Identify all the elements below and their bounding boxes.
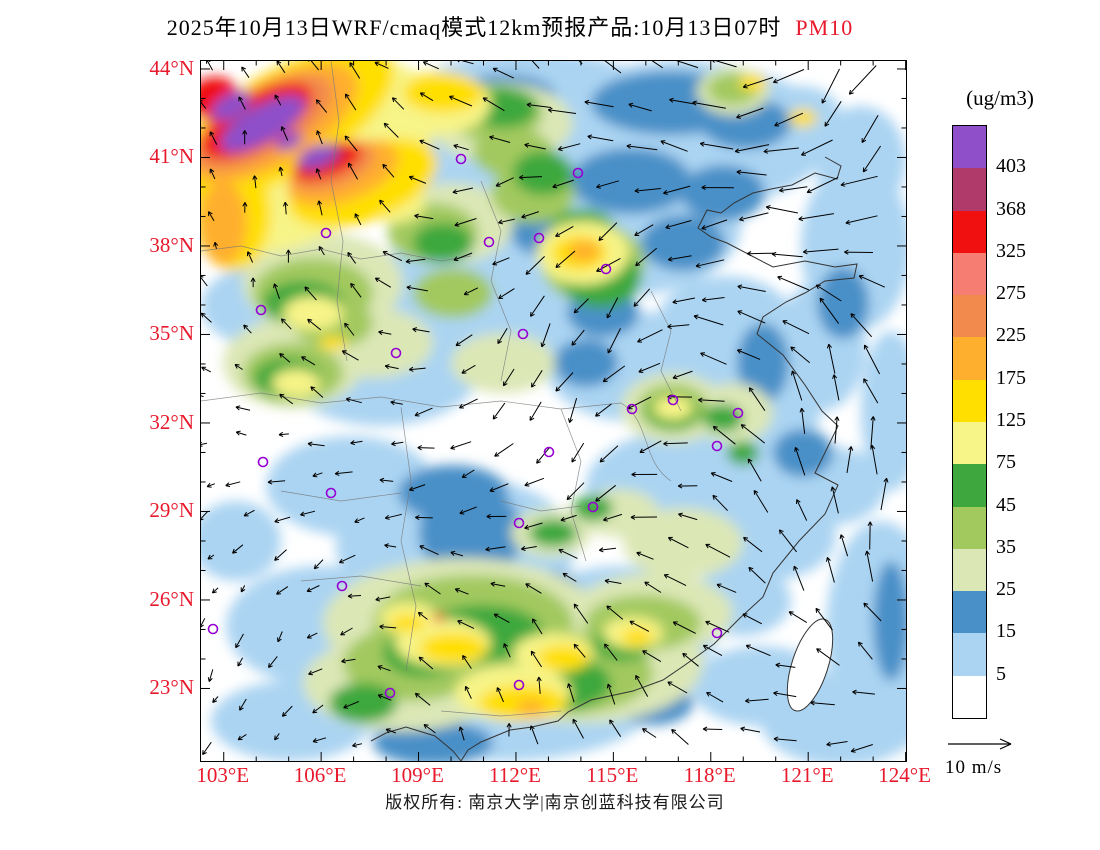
colorbar-tick-label: 75 (996, 451, 1016, 474)
city-marker (207, 623, 219, 635)
lat-axis-label: 29°N (149, 498, 194, 523)
colorbar-segment (953, 675, 986, 718)
colorbar-unit: (ug/m3) (966, 86, 1034, 110)
colorbar-segment (953, 421, 986, 465)
lon-axis-label: 115°E (586, 763, 639, 787)
city-marker (390, 347, 402, 359)
colorbar-tick-label: 175 (996, 366, 1026, 389)
lon-axis-label: 121°E (780, 763, 834, 787)
colorbar-segment (953, 337, 986, 380)
coastline (370, 156, 858, 761)
colorbar-tick-label: 5 (996, 662, 1006, 685)
city-marker (533, 232, 545, 244)
colorbar-segment (953, 548, 986, 592)
lat-axis-label: 38°N (149, 232, 194, 257)
colorbar-tick-label: 325 (996, 239, 1026, 262)
lat-axis-label: 44°N (149, 55, 194, 80)
colorbar-tick-label: 403 (996, 155, 1026, 178)
city-marker (600, 263, 612, 275)
title-text: 2025年10月13日WRF/cmaq模式12km预报产品:10月13日07时 (166, 15, 782, 40)
city-marker (572, 167, 584, 179)
city-marker (384, 687, 396, 699)
wind-scale-arrow-icon (948, 738, 1012, 750)
lon-axis-label: 109°E (391, 763, 444, 787)
colorbar-segment (953, 295, 986, 338)
city-marker (455, 153, 467, 165)
colorbar-tick-label: 368 (996, 197, 1026, 220)
city-marker (513, 517, 525, 529)
colorbar-segment (953, 633, 986, 676)
colorbar-segment (953, 379, 986, 422)
city-marker (336, 580, 348, 592)
colorbar-tick-label: 45 (996, 493, 1016, 516)
colorbar-segment (953, 506, 986, 549)
colorbar-segment (953, 252, 986, 296)
city-marker (543, 446, 555, 458)
city-marker (711, 440, 723, 452)
city-marker (667, 394, 679, 406)
colorbar: 403 368 325 275 225 175 125 75 45 35 25 15 5 (952, 125, 1052, 719)
lon-axis-label: 124°E (878, 763, 931, 787)
colorbar-segment (953, 126, 986, 169)
city-marker (483, 236, 495, 248)
city-marker (255, 304, 267, 316)
colorbar-tick-label: 225 (996, 324, 1026, 347)
pm10-concentration-field (201, 61, 906, 761)
lat-axis-label: 41°N (149, 144, 194, 169)
wind-scale-label: 10 m/s (945, 757, 1003, 778)
colorbar-segment (953, 210, 986, 253)
city-marker (517, 328, 529, 340)
colorbar-tick-label: 275 (996, 282, 1026, 305)
wind-arrows-layer (201, 61, 889, 756)
pollutant-label: PM10 (795, 15, 854, 40)
lat-axis-label: 35°N (149, 321, 194, 346)
city-marker (320, 227, 332, 239)
city-marker (587, 501, 599, 513)
city-marker (626, 403, 638, 415)
axis-ticks (201, 61, 906, 761)
province-boundaries (201, 61, 682, 717)
colorbar-segment (953, 591, 986, 634)
colorbar-segment (953, 464, 986, 507)
lat-axis-label: 23°N (149, 675, 194, 700)
lon-axis-label: 112°E (488, 763, 541, 787)
colorbar-segments (952, 125, 987, 719)
map-plot (200, 60, 907, 762)
city-marker (711, 627, 723, 639)
copyright-text: 版权所有: 南京大学|南京创蓝科技有限公司 (385, 793, 725, 812)
figure-title: 2025年10月13日WRF/cmaq模式12km预报产品:10月13日07时 P… (0, 10, 1020, 42)
lon-axis-label: 106°E (293, 763, 347, 787)
colorbar-segment (953, 168, 986, 211)
lon-axis-label: 118°E (683, 763, 736, 787)
lat-axis-label: 26°N (149, 586, 194, 611)
city-marker (325, 487, 337, 499)
lon-axis-label: 103°E (196, 763, 250, 787)
city-marker (513, 679, 525, 691)
colorbar-tick-label: 35 (996, 535, 1016, 558)
city-markers-layer (207, 153, 744, 699)
wind-scale-reference: 10 m/s (945, 736, 1035, 779)
city-marker (257, 456, 269, 468)
colorbar-tick-label: 125 (996, 409, 1026, 431)
concentration-blobs (201, 61, 906, 761)
lat-axis-label: 32°N (149, 409, 194, 434)
city-marker (732, 407, 744, 419)
colorbar-tick-label: 15 (996, 620, 1016, 643)
colorbar-tick-label: 25 (996, 578, 1016, 601)
